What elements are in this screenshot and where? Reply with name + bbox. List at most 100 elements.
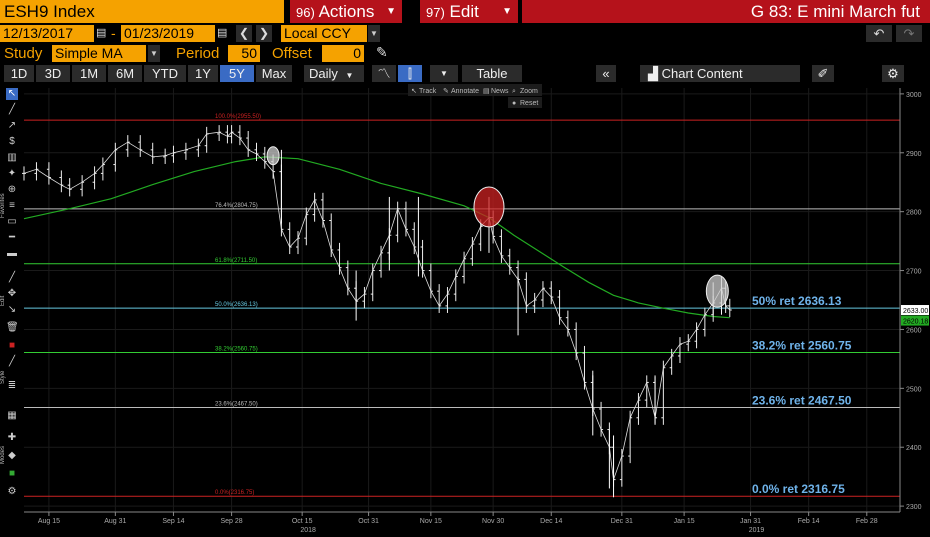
end-date-field[interactable]: 01/23/2019 xyxy=(121,25,215,42)
fib-tool-icon[interactable]: ≡ xyxy=(9,200,15,211)
line-style-icon[interactable]: ╱ xyxy=(8,356,16,367)
study-bar: Study Simple MA ▼ Period 50 Offset 0 ✎ xyxy=(0,43,930,63)
y-tick-label: 3000 xyxy=(906,92,922,99)
redo-icon[interactable]: ↷ xyxy=(896,25,922,42)
x-tick-label: Aug 15 xyxy=(38,518,60,525)
x-tick-label: Dec 31 xyxy=(611,518,633,525)
actions-menu-label: Actions xyxy=(318,2,375,21)
reset-icon[interactable]: ● xyxy=(512,100,516,107)
x-year-label: 2018 xyxy=(300,527,316,534)
track-button[interactable]: Track xyxy=(419,88,437,95)
date-range-bar: 12/13/2017 ▤ - 01/23/2019 ▤ ❮ ❯ Local CC… xyxy=(0,23,930,43)
edit-label: Edit xyxy=(0,295,6,306)
currency-select[interactable]: Local CCY xyxy=(281,25,367,42)
price-chart[interactable]: 100.0%(2955.50) 76.4%(2804.75) 61.8%(2711.… xyxy=(0,84,930,537)
trash-icon[interactable]: 🗑 xyxy=(6,322,19,333)
ray-tool-icon[interactable]: ↗ xyxy=(7,120,17,131)
ma-last-tag xyxy=(901,315,929,326)
reset-button[interactable]: Reset xyxy=(520,100,538,107)
frequency-select[interactable]: Daily ▼ xyxy=(304,65,364,82)
period-button-ytd[interactable]: YTD xyxy=(144,65,186,82)
period-button-6m[interactable]: 6M xyxy=(108,65,142,82)
bars-icon[interactable]: ▥ xyxy=(7,152,17,163)
annotation-circle xyxy=(705,274,729,308)
period-button-1d[interactable]: 1D xyxy=(4,65,34,82)
offset-input[interactable]: 0 xyxy=(322,45,364,62)
x-axis: Aug 15 Aug 31 Sep 14 Sep 28 Oct 15 Oct 31 Nov … xyxy=(24,511,900,534)
chevron-down-icon[interactable]: ▼ xyxy=(368,25,380,42)
period-button-1y[interactable]: 1Y xyxy=(188,65,218,82)
layers-icon[interactable]: ◆ xyxy=(8,450,16,461)
news-button[interactable]: News xyxy=(491,88,509,95)
chevron-down-icon[interactable]: ▼ xyxy=(430,65,458,82)
fib-retracement-label: 50% ret 2636.13 xyxy=(752,294,842,308)
undo-icon[interactable]: ↶ xyxy=(866,25,892,42)
x-tick-label: Sep 14 xyxy=(162,518,184,525)
y-tick-label: 2600 xyxy=(906,327,922,334)
gear-icon[interactable]: ⚙ xyxy=(882,65,904,82)
annotation-circle xyxy=(266,146,280,166)
zoom-icon[interactable]: ⌕ xyxy=(512,88,516,95)
edit-chart-icon[interactable]: ✐ xyxy=(812,65,834,82)
table-button[interactable]: Table xyxy=(462,65,522,82)
pattern-icon[interactable]: ▦ xyxy=(7,410,17,421)
y-tick-label: 2500 xyxy=(906,386,922,393)
ticker-field[interactable]: ESH9 Index xyxy=(0,0,284,23)
y-tick-label: 2300 xyxy=(906,504,922,511)
channel-tool-icon[interactable]: ▭ xyxy=(7,216,17,227)
annotate-icon[interactable]: ✎ xyxy=(443,88,449,95)
next-arrow-icon[interactable]: ❯ xyxy=(256,25,272,42)
chart-background xyxy=(0,84,930,537)
chart-content-icon: ▟ xyxy=(648,66,658,81)
zoom-button[interactable]: Zoom xyxy=(520,88,538,95)
fib-level-tag: 61.8%(2711.50) xyxy=(215,258,257,264)
chart-content-button[interactable]: ▟ Chart Content xyxy=(640,65,800,82)
chevron-down-icon: ▼ xyxy=(386,6,396,17)
hline-tool-icon[interactable]: ━ xyxy=(8,232,16,243)
collapse-panel-icon[interactable]: « xyxy=(596,65,616,82)
draw-tool-icon[interactable]: ╱ xyxy=(8,272,16,283)
line-chart-icon[interactable]: 〽 xyxy=(372,65,396,82)
modes-label: Modes xyxy=(0,445,6,464)
moving-average-line xyxy=(23,156,730,319)
crosshair-icon[interactable]: ✚ xyxy=(7,432,17,443)
prev-arrow-icon[interactable]: ❮ xyxy=(236,25,252,42)
thickness-icon[interactable]: ≣ xyxy=(7,380,17,391)
calendar-icon[interactable]: ▤ xyxy=(96,27,107,39)
settings-icon[interactable]: ⚙ xyxy=(7,486,17,497)
pin-icon[interactable]: ✦ xyxy=(7,168,17,179)
study-select[interactable]: Simple MA xyxy=(52,45,146,62)
period-button-1m[interactable]: 1M xyxy=(72,65,106,82)
track-icon[interactable]: ↖ xyxy=(411,88,417,95)
period-button-max[interactable]: Max xyxy=(256,65,292,82)
period-input[interactable]: 50 xyxy=(228,45,260,62)
calendar-icon[interactable]: ▤ xyxy=(217,27,228,39)
color-tool-icon[interactable]: ■ xyxy=(8,468,16,479)
pencil-icon[interactable]: ✎ xyxy=(376,44,388,60)
bar-chart-icon[interactable]: ⫿ xyxy=(398,65,422,82)
color-icon[interactable]: ■ xyxy=(8,340,16,351)
annotate-button[interactable]: Annotate xyxy=(451,88,479,95)
dollar-icon[interactable]: $ xyxy=(9,136,15,147)
move-icon[interactable]: ✥ xyxy=(7,288,17,299)
line-tool-icon[interactable]: ╱ xyxy=(8,104,16,115)
x-tick-label: Feb 14 xyxy=(798,518,820,525)
period-button-5y[interactable]: 5Y xyxy=(220,65,254,82)
actions-menu[interactable]: 96) Actions ▼ xyxy=(290,0,402,23)
x-year-label: 2019 xyxy=(749,527,765,534)
edit-menu[interactable]: 97) Edit ▼ xyxy=(420,0,518,23)
news-icon[interactable]: ▤ xyxy=(483,88,490,95)
chevron-down-icon[interactable]: ▼ xyxy=(148,45,160,62)
y-tick-label: 2700 xyxy=(906,269,922,276)
zoom-tool-icon[interactable]: ⊕ xyxy=(7,184,17,195)
cursor-icon[interactable]: ↖ xyxy=(6,88,18,100)
last-price-label: 2633.00 xyxy=(903,308,928,315)
period-button-3d[interactable]: 3D xyxy=(36,65,70,82)
select-icon[interactable]: ↘ xyxy=(7,304,17,315)
x-tick-label: Nov 15 xyxy=(420,518,442,525)
chevron-down-icon: ▼ xyxy=(345,71,354,80)
start-date-field[interactable]: 12/13/2017 xyxy=(0,25,94,42)
style-label: Style xyxy=(0,370,6,384)
measure-tool-icon[interactable]: ▬ xyxy=(7,248,17,259)
x-tick-label: Feb 28 xyxy=(856,518,878,525)
